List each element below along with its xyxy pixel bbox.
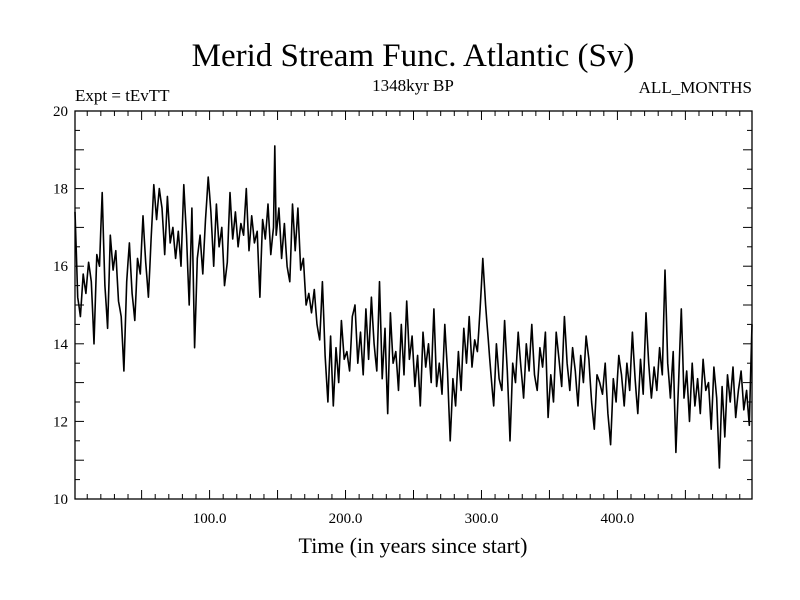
x-tick-label: 100.0: [193, 511, 227, 527]
time-period-label: 1348kyr BP: [372, 76, 454, 95]
y-tick-label: 10: [53, 492, 68, 508]
y-tick-labels: 10 12 14 16 18 20: [53, 104, 69, 508]
months-label: ALL_MONTHS: [639, 78, 752, 97]
x-tick-label: 200.0: [329, 511, 363, 527]
y-tick-label: 14: [53, 337, 69, 353]
experiment-label: Expt = tEvTT: [75, 86, 170, 105]
chart-title: Merid Stream Func. Atlantic (Sv): [192, 38, 635, 74]
y-tick-label: 18: [53, 182, 68, 198]
axis-ticks: [75, 111, 752, 499]
x-axis-label: Time (in years since start): [299, 533, 528, 558]
x-tick-label: 400.0: [601, 511, 635, 527]
x-tick-labels: 100.0 200.0 300.0 400.0: [193, 511, 635, 527]
y-tick-label: 16: [53, 259, 69, 275]
plot-frame: [74, 110, 753, 500]
y-tick-label: 12: [53, 414, 68, 430]
series-line: [74, 145, 753, 469]
x-tick-label: 300.0: [465, 511, 499, 527]
y-tick-label: 20: [53, 104, 68, 120]
